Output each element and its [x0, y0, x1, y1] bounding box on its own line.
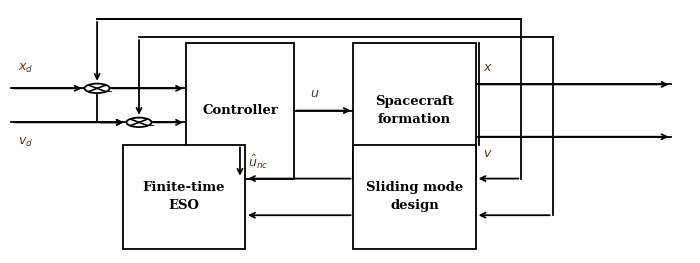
Bar: [354, 145, 476, 249]
Text: Controller: Controller: [202, 104, 278, 117]
Bar: [186, 43, 294, 179]
Text: $x_d$: $x_d$: [18, 62, 34, 75]
Bar: [123, 145, 245, 249]
Text: Spacecraft
formation: Spacecraft formation: [375, 95, 454, 126]
Circle shape: [85, 84, 110, 93]
Text: $v$: $v$: [483, 147, 492, 160]
Text: $\hat{u}_{nc}$: $\hat{u}_{nc}$: [248, 153, 269, 171]
Text: $-$: $-$: [104, 85, 113, 95]
Text: Finite-time
ESO: Finite-time ESO: [143, 181, 225, 213]
Text: $u$: $u$: [310, 87, 320, 100]
Bar: [354, 43, 476, 179]
Circle shape: [127, 118, 152, 127]
Text: $v_d$: $v_d$: [18, 135, 33, 149]
Text: $x$: $x$: [483, 61, 493, 74]
Text: $-$: $-$: [146, 119, 155, 129]
Text: Sliding mode
design: Sliding mode design: [366, 181, 463, 213]
